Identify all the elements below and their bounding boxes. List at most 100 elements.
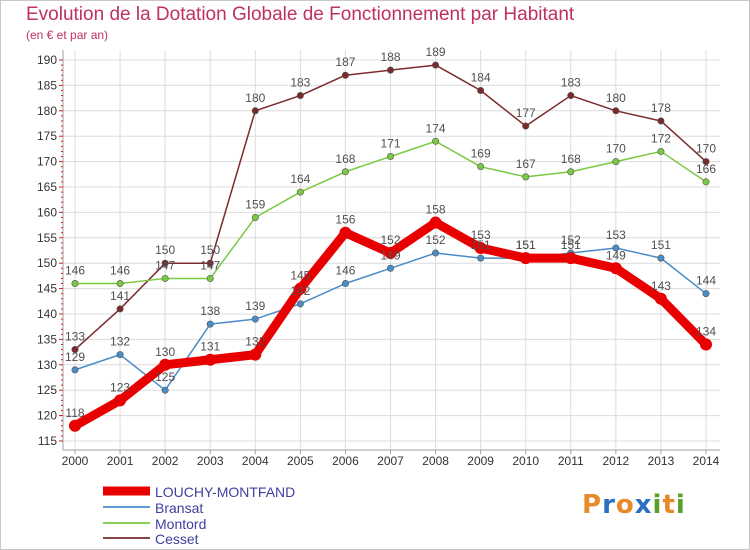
y-tick-label: 130 <box>37 358 57 372</box>
data-point-bransat <box>116 351 124 359</box>
data-label-louchy-montfand: 134 <box>696 324 716 338</box>
data-label-cesset: 184 <box>471 70 491 84</box>
data-label-cesset: 188 <box>380 50 400 64</box>
data-label-louchy-montfand: 156 <box>335 213 355 227</box>
data-point-louchy-montfand <box>339 226 352 239</box>
data-point-louchy-montfand <box>429 216 442 229</box>
data-point-montord <box>71 280 79 288</box>
data-point-cesset <box>206 259 214 267</box>
data-label-montord: 169 <box>471 147 491 161</box>
data-point-louchy-montfand <box>564 252 577 265</box>
logo-letter: P <box>582 490 603 520</box>
data-point-cesset <box>251 107 259 115</box>
data-point-louchy-montfand <box>384 247 397 260</box>
data-label-cesset: 189 <box>426 45 446 59</box>
data-point-bransat <box>296 300 304 308</box>
data-label-louchy-montfand: 158 <box>426 203 446 217</box>
logo-letter: i <box>652 490 663 520</box>
data-label-bransat: 144 <box>696 274 716 288</box>
data-label-cesset: 150 <box>155 243 175 257</box>
x-tick-label: 2012 <box>603 454 630 468</box>
chart-subtitle: (en € et par an) <box>26 28 109 42</box>
data-point-cesset <box>116 305 124 313</box>
data-label-bransat: 125 <box>155 370 175 384</box>
data-label-montord: 147 <box>200 258 220 272</box>
data-label-bransat: 132 <box>110 335 130 349</box>
data-point-louchy-montfand <box>654 292 667 305</box>
data-point-bransat <box>386 264 394 272</box>
data-label-louchy-montfand: 149 <box>606 248 626 262</box>
data-point-cesset <box>341 71 349 79</box>
y-tick-label: 150 <box>37 256 57 270</box>
data-label-montord: 168 <box>335 152 355 166</box>
data-label-montord: 172 <box>651 131 671 145</box>
y-tick-label: 190 <box>37 53 57 67</box>
data-point-montord <box>567 168 575 176</box>
legend-label-bransat: Bransat <box>155 500 204 516</box>
data-label-cesset: 133 <box>65 330 85 344</box>
x-tick-label: 2007 <box>377 454 404 468</box>
logo-letter: o <box>615 490 635 520</box>
y-tick-label: 185 <box>37 78 57 92</box>
data-label-cesset: 170 <box>696 142 716 156</box>
data-label-montord: 146 <box>65 264 85 278</box>
data-label-bransat: 129 <box>65 350 85 364</box>
data-label-montord: 174 <box>426 121 446 135</box>
y-tick-label: 120 <box>37 409 57 423</box>
data-label-louchy-montfand: 123 <box>110 380 130 394</box>
data-label-montord: 166 <box>696 162 716 176</box>
x-tick-label: 2014 <box>693 454 720 468</box>
data-label-cesset: 180 <box>606 91 626 105</box>
logo-letter: r <box>602 490 616 520</box>
data-label-cesset: 183 <box>561 76 581 90</box>
x-tick-label: 2001 <box>107 454 134 468</box>
data-label-bransat: 139 <box>245 299 265 313</box>
data-label-montord: 147 <box>155 258 175 272</box>
legend-label-montord: Montord <box>155 516 207 532</box>
y-tick-label: 125 <box>37 383 57 397</box>
data-point-louchy-montfand <box>204 353 217 366</box>
data-label-louchy-montfand: 131 <box>200 340 220 354</box>
data-label-bransat: 149 <box>380 248 400 262</box>
data-label-louchy-montfand: 151 <box>516 238 536 252</box>
x-tick-label: 2002 <box>152 454 179 468</box>
data-point-bransat <box>702 290 710 298</box>
data-point-louchy-montfand <box>114 394 127 407</box>
data-point-bransat <box>612 244 620 252</box>
y-tick-label: 170 <box>37 155 57 169</box>
data-point-cesset <box>386 66 394 74</box>
data-label-cesset: 178 <box>651 101 671 115</box>
data-point-bransat <box>161 386 169 394</box>
data-label-louchy-montfand: 132 <box>245 335 265 349</box>
y-tick-label: 145 <box>37 282 57 296</box>
x-tick-label: 2009 <box>467 454 494 468</box>
data-label-bransat: 142 <box>290 284 310 298</box>
data-point-bransat <box>341 280 349 288</box>
data-point-louchy-montfand <box>249 348 262 361</box>
data-label-louchy-montfand: 153 <box>471 228 491 242</box>
chart-title: Evolution de la Dotation Globale de Fonc… <box>26 4 575 25</box>
data-point-montord <box>386 153 394 161</box>
y-tick-label: 155 <box>37 231 57 245</box>
data-label-louchy-montfand: 143 <box>651 279 671 293</box>
y-tick-label: 175 <box>37 129 57 143</box>
data-point-montord <box>116 280 124 288</box>
data-label-cesset: 187 <box>335 55 355 69</box>
x-tick-label: 2013 <box>648 454 675 468</box>
data-point-bransat <box>206 320 214 328</box>
data-point-louchy-montfand <box>609 262 622 275</box>
data-label-montord: 171 <box>380 137 400 151</box>
data-label-montord: 170 <box>606 142 626 156</box>
data-point-montord <box>522 173 530 181</box>
data-label-bransat: 138 <box>200 304 220 318</box>
y-tick-label: 160 <box>37 205 57 219</box>
data-label-cesset: 183 <box>290 76 310 90</box>
x-tick-label: 2011 <box>558 454 584 468</box>
logo-letter: i <box>675 490 686 520</box>
data-label-bransat: 151 <box>651 238 671 252</box>
logo-letter: x <box>634 490 653 520</box>
data-label-bransat: 152 <box>426 233 446 247</box>
data-point-cesset <box>432 61 440 69</box>
data-label-louchy-montfand: 130 <box>155 345 175 359</box>
y-tick-label: 115 <box>38 434 57 448</box>
